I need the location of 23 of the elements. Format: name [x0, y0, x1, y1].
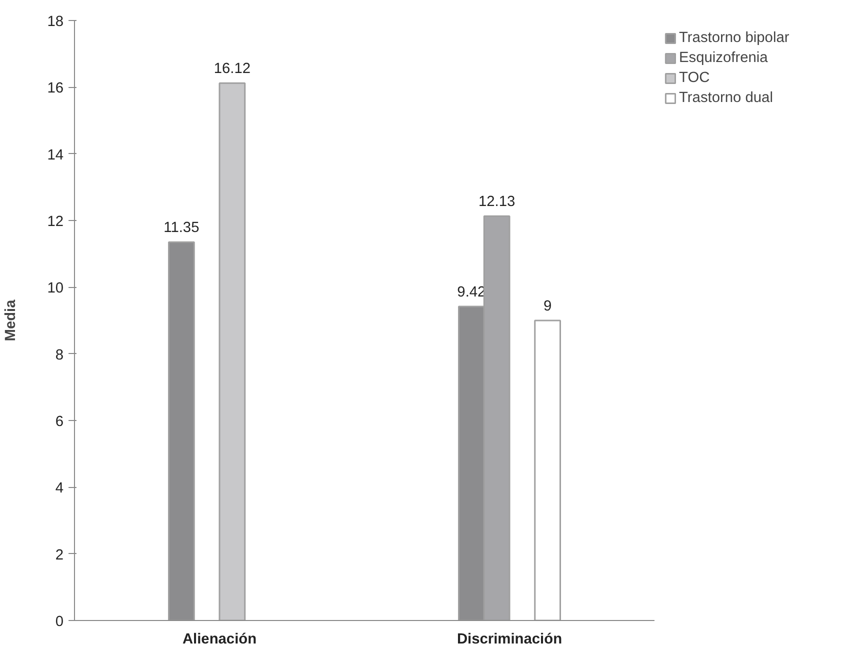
y-tick-label: 18 — [47, 14, 64, 30]
data-label: 12.13 — [478, 194, 516, 210]
y-tick-label: 10 — [47, 280, 64, 297]
bar — [218, 82, 246, 620]
x-tick-label: Alienación — [182, 632, 257, 648]
legend-label: Trastorno bipolar — [679, 30, 790, 46]
legend-label: Esquizofrenia — [679, 50, 768, 66]
y-tick-label: 14 — [47, 147, 64, 164]
y-tick-label: 2 — [55, 547, 64, 564]
data-label: 11.35 — [164, 220, 200, 236]
y-tick-label: 12 — [47, 214, 64, 230]
y-tick-label: 8 — [55, 347, 64, 364]
y-axis-title: Media — [3, 298, 20, 342]
data-label: 16.12 — [214, 61, 251, 78]
x-tick-label: Discriminación — [456, 632, 562, 648]
legend-label: Trastorno dual — [679, 90, 773, 106]
data-label: 9 — [543, 298, 552, 314]
y-tick-label: 0 — [55, 614, 64, 630]
legend-label: TOC — [679, 70, 710, 86]
y-tick-label: 16 — [47, 80, 64, 97]
bar — [534, 320, 561, 620]
y-tick-label: 6 — [55, 414, 64, 430]
y-tick-label: 4 — [55, 480, 64, 497]
